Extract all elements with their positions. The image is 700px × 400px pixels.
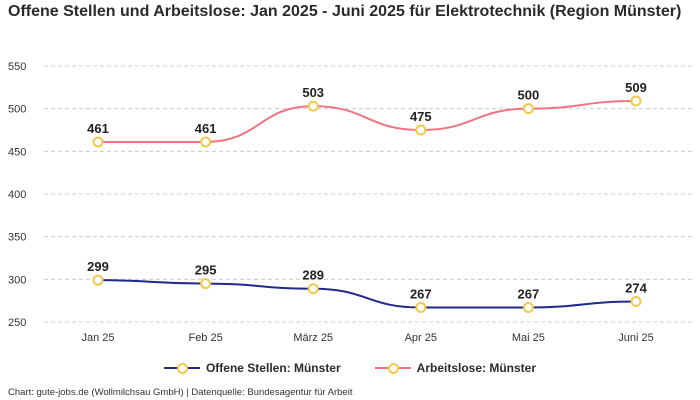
- legend-label-offene-stellen: Offene Stellen: Münster: [205, 361, 341, 375]
- data-label: 267: [410, 286, 432, 301]
- y-tick-label: 250: [8, 317, 26, 329]
- series-line: [97, 279, 637, 309]
- data-label: 500: [518, 88, 540, 103]
- data-point: [307, 283, 319, 295]
- data-point: [415, 301, 427, 313]
- data-label: 295: [195, 263, 217, 278]
- data-point: [92, 136, 104, 148]
- data-label: 461: [195, 121, 217, 136]
- data-label: 475: [410, 109, 432, 124]
- series-line: [97, 99, 637, 143]
- data-point: [415, 124, 427, 136]
- legend-swatch-offene-stellen: [163, 363, 200, 374]
- y-tick-label: 400: [8, 189, 26, 201]
- data-point: [200, 136, 212, 148]
- data-label: 289: [302, 268, 324, 283]
- data-label: 503: [302, 85, 324, 100]
- y-tick-label: 450: [8, 146, 26, 158]
- data-point: [307, 100, 319, 112]
- data-point: [92, 274, 104, 286]
- y-tick-label: 300: [8, 274, 26, 286]
- data-point: [200, 278, 212, 290]
- x-tick-label: Mai 25: [512, 332, 545, 344]
- y-tick-label: 350: [8, 232, 26, 244]
- x-tick-label: Apr 25: [405, 332, 437, 344]
- data-label: 274: [625, 281, 647, 296]
- x-tick-label: Feb 25: [188, 332, 222, 344]
- data-label: 267: [518, 286, 540, 301]
- legend: Offene Stellen: Münster Arbeitslose: Mün…: [0, 361, 700, 375]
- y-tick-label: 500: [8, 104, 26, 116]
- data-point: [630, 95, 642, 107]
- legend-label-arbeitslose: Arbeitslose: Münster: [416, 361, 537, 375]
- legend-swatch-arbeitslose: [374, 363, 411, 374]
- legend-item-offene-stellen[interactable]: Offene Stellen: Münster: [163, 361, 341, 375]
- legend-item-arbeitslose[interactable]: Arbeitslose: Münster: [374, 361, 537, 375]
- x-tick-label: Juni 25: [618, 332, 653, 344]
- data-point: [522, 301, 534, 313]
- x-tick-label: Jan 25: [81, 332, 114, 344]
- data-point: [630, 296, 642, 308]
- data-label: 299: [87, 259, 109, 274]
- data-label: 509: [625, 80, 647, 95]
- x-tick-label: März 25: [293, 332, 333, 344]
- y-tick-label: 550: [8, 61, 26, 73]
- data-point: [522, 103, 534, 115]
- chart-title: Offene Stellen und Arbeitslose: Jan 2025…: [8, 3, 682, 20]
- data-label: 461: [87, 121, 109, 136]
- source-note: Chart: gute-jobs.de (Wollmilchsau GmbH) …: [8, 387, 353, 398]
